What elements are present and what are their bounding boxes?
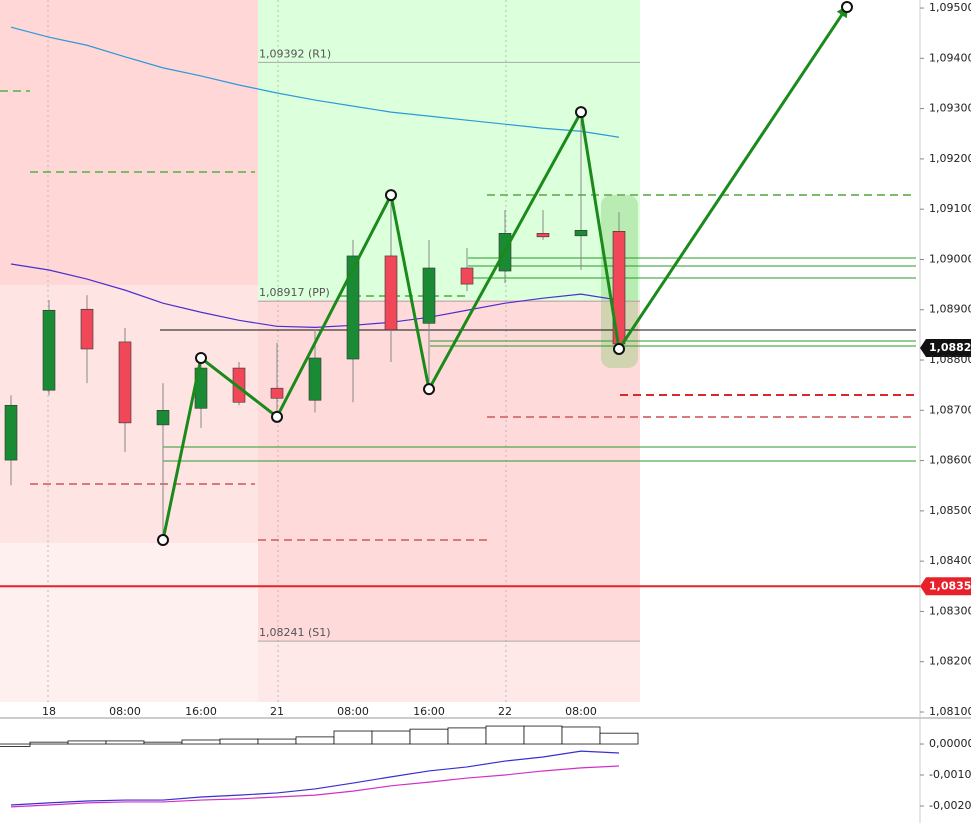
candle-body (460, 267, 474, 285)
histogram-bar (181, 739, 221, 745)
histogram-bar (599, 732, 639, 745)
order-lines (160, 257, 916, 462)
price-tag-label: 1,08824 (929, 341, 971, 354)
y-tick-label: 1,09100 (929, 202, 971, 215)
histogram-bar (143, 741, 183, 745)
price-tag-label: 1,08350 (929, 579, 971, 592)
y-tick-label: 1,09300 (929, 102, 971, 115)
candle-body (574, 229, 588, 237)
zigzag-point (385, 189, 397, 202)
candle-body (232, 367, 246, 403)
candle-body (156, 410, 170, 426)
y-tick-label: 1,08100 (929, 705, 971, 718)
indicator-line (10, 765, 620, 808)
x-tick-label: 16:00 (413, 705, 445, 718)
candle-body (346, 255, 360, 360)
y-tick-label: 1,08600 (929, 454, 971, 467)
histogram-bar (333, 730, 373, 745)
histogram-bar (447, 727, 487, 745)
candle-body (118, 341, 132, 424)
candle-body (422, 267, 436, 324)
histogram-bar (29, 741, 69, 745)
y-tick-label: 1,09400 (929, 51, 971, 64)
candle-body (384, 255, 398, 331)
zigzag-point (841, 1, 853, 14)
zigzag-point (157, 534, 169, 547)
price-tag (920, 338, 971, 357)
histogram-bar (67, 740, 107, 745)
zigzag-point (613, 342, 625, 355)
histogram-bar (523, 725, 563, 745)
background-zones (0, 0, 640, 702)
candle-body (42, 309, 56, 391)
y-tick-label: 0,00000 (929, 737, 971, 750)
zigzag-point (271, 410, 283, 423)
moving-average (10, 263, 620, 328)
histogram-bar (257, 738, 297, 745)
moving-average (10, 26, 620, 138)
y-tick-label: 1,08400 (929, 554, 971, 567)
indicator-line (10, 750, 620, 806)
y-tick-label: 1,09200 (929, 152, 971, 165)
x-tick-label: 08:00 (565, 705, 597, 718)
candle-body (308, 357, 322, 401)
y-tick-label: 1,08500 (929, 504, 971, 517)
candle-body (270, 387, 284, 399)
y-tick-label: -0,00200 (929, 799, 971, 812)
zigzag-line (161, 5, 849, 541)
x-tick-label: 16:00 (185, 705, 217, 718)
y-tick-label: 1,09500 (929, 1, 971, 14)
support-resistance-lines (0, 90, 916, 541)
zigzag-point (575, 106, 587, 119)
pivot-label: 1,09392 (R1) (259, 47, 331, 60)
y-tick-label: 1,08700 (929, 403, 971, 416)
histogram-bar (219, 738, 259, 745)
y-tick-label: 1,08800 (929, 353, 971, 366)
x-tick-label: 08:00 (337, 705, 369, 718)
zigzag-point (195, 352, 207, 365)
histogram-bar (371, 730, 411, 745)
histogram-bar (105, 740, 145, 745)
pivot-label: 1,08241 (S1) (259, 626, 331, 639)
candle-body (4, 404, 18, 461)
histogram-bar (561, 726, 601, 745)
candle-body (536, 233, 550, 238)
y-tick-label: 1,08300 (929, 604, 971, 617)
x-tick-label: 08:00 (109, 705, 141, 718)
x-tick-label: 21 (270, 705, 284, 718)
histogram-bar (485, 725, 525, 745)
histogram-bar (0, 743, 31, 747)
x-tick-label: 18 (42, 705, 56, 718)
y-tick-label: 1,08200 (929, 655, 971, 668)
y-tick-label: 1,09000 (929, 252, 971, 265)
price-tag (920, 577, 971, 596)
x-tick-label: 22 (498, 705, 512, 718)
y-tick-label: 1,08900 (929, 303, 971, 316)
pivot-label: 1,08917 (PP) (259, 286, 330, 299)
y-tick-label: -0,00100 (929, 768, 971, 781)
candle-body (80, 308, 94, 350)
histogram-bar (409, 728, 449, 745)
zigzag-point (423, 383, 435, 396)
histogram-bar (295, 736, 335, 745)
